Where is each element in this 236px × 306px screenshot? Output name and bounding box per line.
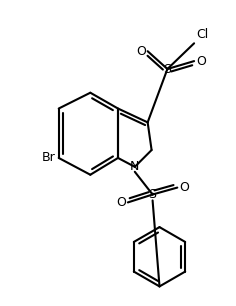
Text: S: S (163, 62, 171, 76)
Text: O: O (136, 45, 146, 58)
Text: S: S (149, 188, 157, 201)
Text: N: N (130, 160, 139, 173)
Text: O: O (179, 181, 189, 194)
Text: O: O (116, 196, 126, 209)
Text: Cl: Cl (196, 28, 208, 41)
Text: Br: Br (42, 151, 56, 164)
Text: O: O (196, 54, 206, 68)
